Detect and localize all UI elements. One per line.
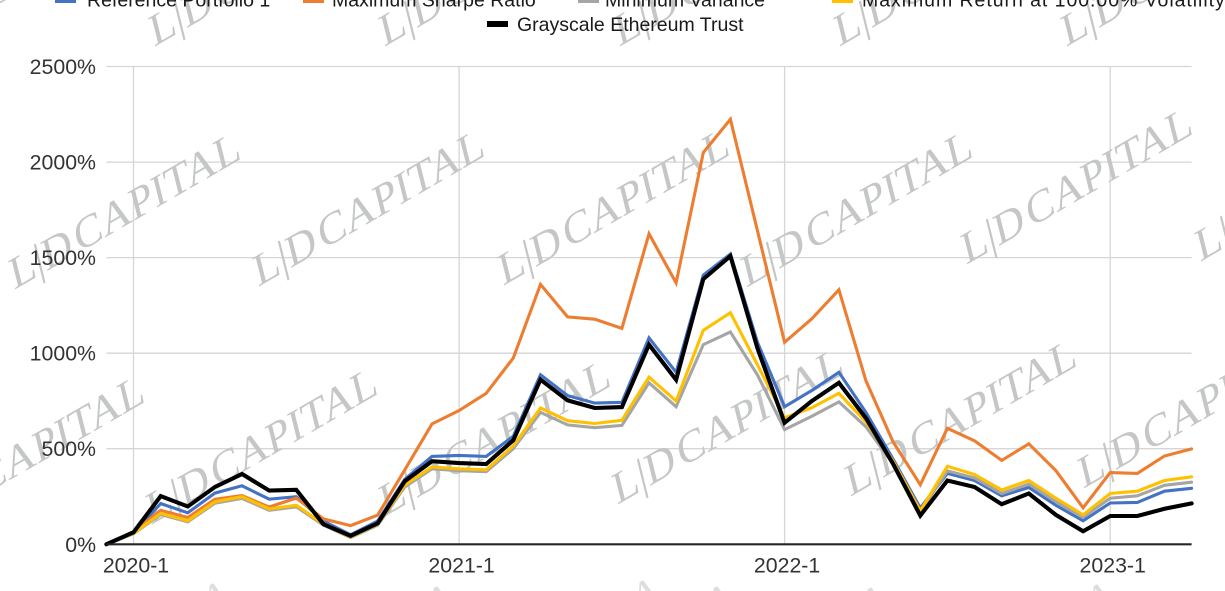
svg-text:0%: 0% xyxy=(65,533,96,557)
svg-text:L|DCAPITAL: L|DCAPITAL xyxy=(1074,319,1225,498)
svg-text:L|DCAPITAL: L|DCAPITAL xyxy=(249,117,489,296)
svg-text:2020-1: 2020-1 xyxy=(103,554,169,578)
svg-text:L|DCAPITAL: L|DCAPITAL xyxy=(5,120,245,299)
svg-text:1500%: 1500% xyxy=(30,246,96,270)
svg-text:500%: 500% xyxy=(42,437,97,461)
svg-text:2021-1: 2021-1 xyxy=(428,554,494,578)
svg-text:L|DCAPITAL: L|DCAPITAL xyxy=(1191,92,1225,271)
svg-text:2000%: 2000% xyxy=(30,151,96,175)
svg-text:2500%: 2500% xyxy=(30,55,96,79)
svg-text:L|DCAPITAL: L|DCAPITAL xyxy=(957,95,1197,274)
svg-text:L|DCAPITAL: L|DCAPITAL xyxy=(841,327,1081,506)
svg-text:2022-1: 2022-1 xyxy=(754,554,820,578)
svg-text:A: A xyxy=(626,565,665,591)
svg-text:A: A xyxy=(700,571,739,591)
svg-text:Maximum Sharpe Ratio: Maximum Sharpe Ratio xyxy=(332,0,536,12)
svg-text:Minimum Variance: Minimum Variance xyxy=(605,0,765,12)
svg-text:Grayscale Ethereum Trust: Grayscale Ethereum Trust xyxy=(517,14,744,36)
svg-text:Maximum Return at 100.00% Vola: Maximum Return at 100.00% Volatility xyxy=(862,0,1225,12)
svg-text:A: A xyxy=(854,572,893,591)
svg-text:1000%: 1000% xyxy=(30,342,96,366)
svg-text:L|DCAPITAL: L|DCAPITAL xyxy=(494,116,734,295)
svg-text:A: A xyxy=(196,568,235,591)
svg-text:L|DCAPITAL: L|DCAPITAL xyxy=(375,347,615,526)
svg-text:L|DCAPITAL: L|DCAPITAL xyxy=(737,118,977,297)
svg-text:Reference Portfolio 1: Reference Portfolio 1 xyxy=(87,0,270,12)
svg-text:2023-1: 2023-1 xyxy=(1080,554,1146,578)
